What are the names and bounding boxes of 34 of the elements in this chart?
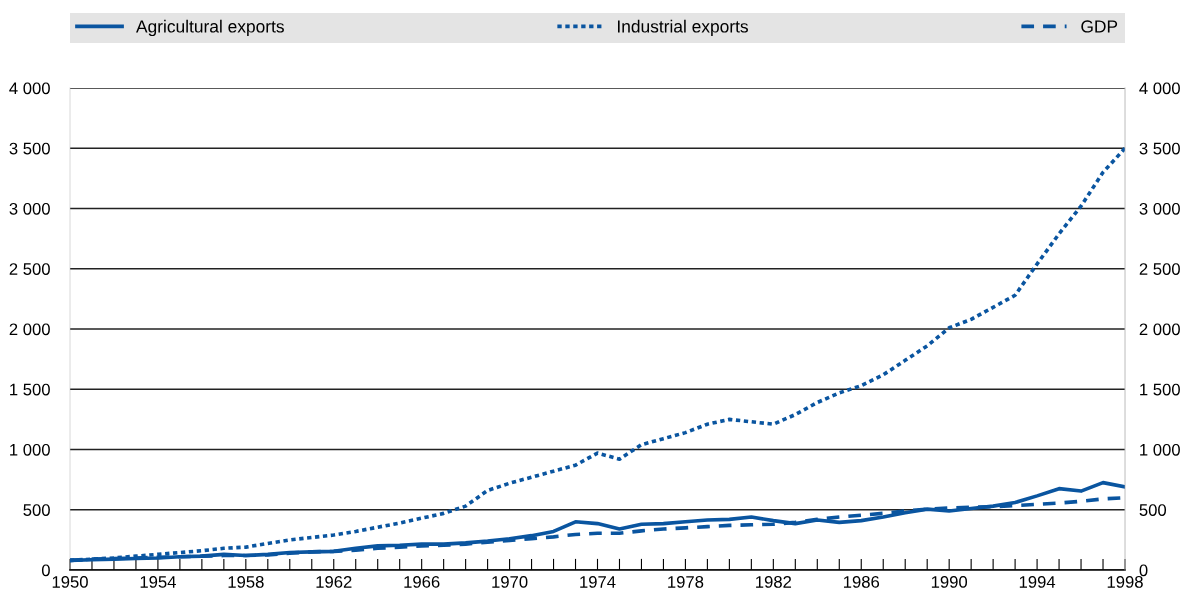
y-tick-label: 1 500 (10, 383, 50, 396)
y-tick-label: 0 (41, 564, 50, 577)
y2-tick-label: 500 (1139, 504, 1167, 516)
y-tick-label: 500 (23, 504, 50, 516)
legend-label: Agricultural exports (136, 19, 284, 37)
x-tick-label: 1974 (580, 576, 616, 588)
x-tick-label: 1990 (931, 576, 968, 588)
x-tick-label: 1998 (1107, 576, 1143, 588)
y2-tick-label: 0 (1139, 564, 1148, 577)
y2-tick-label: 2 000 (1139, 323, 1180, 336)
y2-tick-label: 2 500 (1139, 263, 1180, 275)
y2-tick-label: 4 000 (1139, 82, 1180, 95)
x-tick-label: 1954 (140, 576, 176, 588)
x-tick-label: 1982 (756, 576, 792, 588)
x-tick-label: 1950 (52, 576, 88, 588)
legend-label: Industrial exports (618, 19, 748, 37)
x-tick-label: 1958 (228, 576, 264, 588)
y2-tick-label: 1 500 (1140, 383, 1180, 396)
y-tick-label: 4 000 (9, 82, 50, 95)
y-tick-label: 2 500 (9, 263, 50, 275)
x-tick-label: 1962 (316, 576, 352, 588)
legend-label: GDP (1081, 20, 1118, 33)
y-tick-label: 2 000 (9, 323, 50, 336)
x-tick-label: 1986 (843, 576, 880, 588)
y-tick-label: 1 000 (10, 443, 50, 456)
y2-tick-label: 3 500 (1139, 142, 1180, 155)
x-tick-label: 1994 (1019, 576, 1056, 588)
y-tick-label: 3 500 (9, 142, 50, 155)
y2-tick-label: 1 000 (1140, 443, 1180, 456)
x-tick-label: 1966 (404, 576, 440, 588)
x-tick-label: 1970 (492, 576, 528, 588)
y-tick-label: 3 000 (9, 202, 50, 215)
x-tick-label: 1978 (668, 576, 704, 588)
y2-tick-label: 3 000 (1139, 202, 1180, 215)
